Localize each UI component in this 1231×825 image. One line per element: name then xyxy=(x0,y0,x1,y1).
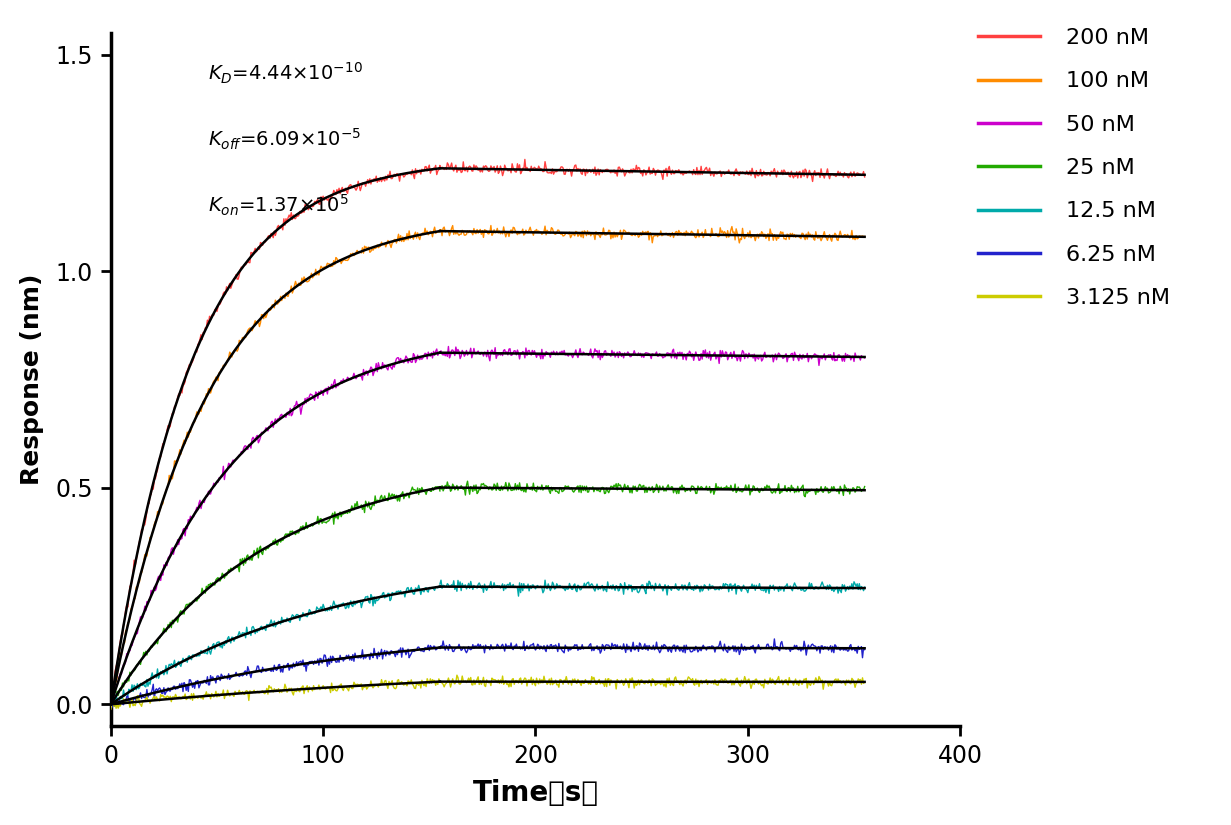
Text: $K_{on}$=1.37×10$^{5}$: $K_{on}$=1.37×10$^{5}$ xyxy=(208,192,350,218)
Text: $K_D$=4.44×10$^{-10}$: $K_D$=4.44×10$^{-10}$ xyxy=(208,61,363,86)
Text: $K_{off}$=6.09×10$^{-5}$: $K_{off}$=6.09×10$^{-5}$ xyxy=(208,126,362,152)
Y-axis label: Response (nm): Response (nm) xyxy=(20,274,44,485)
Legend: 200 nM, 100 nM, 50 nM, 25 nM, 12.5 nM, 6.25 nM, 3.125 nM: 200 nM, 100 nM, 50 nM, 25 nM, 12.5 nM, 6… xyxy=(969,19,1179,317)
X-axis label: Time（s）: Time（s） xyxy=(473,779,598,807)
